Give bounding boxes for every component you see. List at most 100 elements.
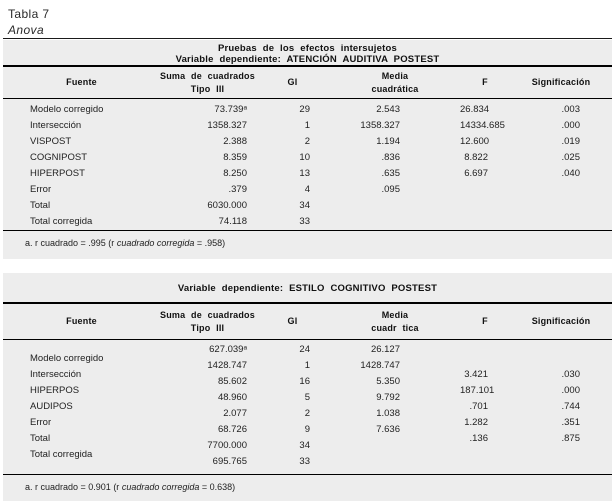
table-cell (460, 182, 510, 198)
column-header-gl: Gl (287, 316, 298, 326)
table-cell: 627.039ᵃ (209, 344, 247, 355)
table-cell: 34 (299, 200, 310, 211)
table-cell: .351 (561, 417, 581, 428)
table-cell: .025 (561, 152, 581, 163)
table-cell: Error (30, 184, 52, 195)
table-cell: 1.282 (464, 417, 488, 428)
column-header-suma: Suma de cuadrados Tipo III (160, 70, 255, 94)
table2-titles: Variable dependiente: ESTILO COGNITIVO P… (3, 273, 612, 302)
table1-dependent-variable: Variable dependiente: ATENCIÓN AUDITIVA … (175, 54, 440, 65)
footnote-text: = .958) (194, 238, 226, 248)
table2-body: Modelo corregido Intersección HIPERPOS A… (3, 340, 612, 475)
table-cell: 26.127 (370, 344, 400, 355)
table-caption-title: Anova (8, 23, 45, 37)
table-cell (510, 198, 612, 214)
table-cell: Total (30, 433, 51, 444)
table2-footnote: a. r cuadrado = 0.901 (r cuadrado correg… (3, 475, 612, 492)
table2-dependent-variable: Variable dependiente: ESTILO COGNITIVO P… (177, 283, 438, 294)
table-cell: 1428.747 (360, 360, 400, 371)
table-cell: .875 (561, 433, 581, 444)
table-cell: .635 (381, 168, 401, 179)
footnote-text: = 0.638) (199, 482, 236, 492)
table-cell (330, 198, 460, 214)
table1-supertitle: Pruebas de los efectos intersujetos (218, 43, 397, 54)
column-header-significacion: Significación (531, 77, 591, 87)
table-cell: 29 (299, 104, 310, 115)
table-cell: AUDIPOS (30, 401, 73, 412)
table2-col-gl: 24 1 16 5 2 9 34 33 (255, 342, 330, 470)
table-cell: 7.636 (376, 424, 400, 435)
table-cell: Total corregida (30, 216, 93, 227)
table2-col-f: 3.421 187.101 .701 1.282 .136 (460, 367, 510, 447)
table-cell (510, 182, 612, 198)
table-cell: Intersección (30, 369, 82, 380)
table-cell: 33 (299, 216, 310, 227)
table-cell: 10 (299, 152, 310, 163)
table-cell: 8.359 (223, 152, 247, 163)
table-cell (460, 214, 510, 230)
table-cell (510, 214, 612, 230)
table-cell: 2.388 (223, 136, 247, 147)
table-cell: .000 (561, 385, 581, 396)
divider (3, 38, 612, 39)
table-cell: 34 (299, 440, 310, 451)
table-cell: 6030.000 (207, 200, 247, 211)
table-cell: 1.038 (376, 408, 400, 419)
table-cell: .030 (561, 369, 581, 380)
column-header-f: F (482, 316, 488, 326)
table-cell: .701 (469, 401, 489, 412)
table1-body: Modelo corregido 73.739ᵃ 29 2.543 26.834… (3, 99, 612, 231)
table-cell: 13 (299, 168, 310, 179)
table-cell: 9 (304, 424, 310, 435)
table-cell: 2.543 (376, 104, 400, 115)
table-cell: 1428.747 (207, 360, 247, 371)
table-cell: .019 (561, 136, 581, 147)
table-cell: Total corregida (30, 449, 93, 460)
table-cell: Modelo corregido (30, 104, 104, 115)
anova-table-1: Pruebas de los efectos intersujetos Vari… (3, 40, 612, 259)
table-cell: 33 (299, 456, 310, 467)
table-cell: .040 (561, 168, 581, 179)
table2-col-media: 26.127 1428.747 5.350 9.792 1.038 7.636 (330, 342, 460, 438)
table-cell (460, 198, 510, 214)
table-cell: .095 (381, 184, 401, 195)
table2-col-fuente: Modelo corregido Intersección HIPERPOS A… (3, 351, 160, 463)
table-cell: 48.960 (217, 392, 247, 403)
column-header-fuente: Fuente (66, 77, 97, 87)
table-cell: 14334.685 (460, 120, 505, 131)
table-cell: 7700.000 (207, 440, 247, 451)
table-cell: 8.822 (464, 152, 488, 163)
column-header-f: F (482, 77, 488, 87)
table-cell: VISPOST (30, 136, 72, 147)
anova-table-2: Variable dependiente: ESTILO COGNITIVO P… (3, 273, 612, 501)
table-cell: 5.350 (376, 376, 400, 387)
table-cell: HIPERPOS (30, 385, 80, 396)
table1-header-row: Fuente Suma de cuadrados Tipo III Gl Medi… (3, 67, 612, 99)
table2-col-sig: .030 .000 .744 .351 .875 (510, 367, 612, 447)
table-cell: 8.250 (223, 168, 247, 179)
table-cell: 2 (304, 136, 310, 147)
table-cell: 1.194 (376, 136, 400, 147)
column-header-suma: Suma de cuadrados Tipo III (160, 309, 255, 333)
divider (3, 302, 612, 304)
table-cell: Modelo corregido (30, 353, 104, 364)
table-cell (330, 214, 460, 230)
table-cell: 1358.327 (360, 120, 400, 131)
table-cell: 24 (299, 344, 310, 355)
table-cell: 9.792 (376, 392, 400, 403)
divider (3, 65, 612, 67)
table-cell: 187.101 (460, 385, 495, 396)
table-cell: Intersección (30, 120, 82, 131)
table1-footnote: a. r cuadrado = .995 (r cuadrado corregi… (3, 231, 612, 248)
table-cell: 85.602 (217, 376, 247, 387)
table-cell: 12.600 (460, 136, 490, 147)
table-cell: .744 (561, 401, 581, 412)
column-header-media: Media cuadr tica (371, 309, 419, 333)
table-cell: 6.697 (464, 168, 488, 179)
column-header-gl: Gl (287, 77, 298, 87)
table2-col-suma: 627.039ᵃ 1428.747 85.602 48.960 2.077 68… (160, 342, 255, 470)
table-cell: Total (30, 200, 51, 211)
footnote-text: a. r cuadrado = 0.901 (r (25, 482, 122, 492)
table-cell: 5 (304, 392, 310, 403)
